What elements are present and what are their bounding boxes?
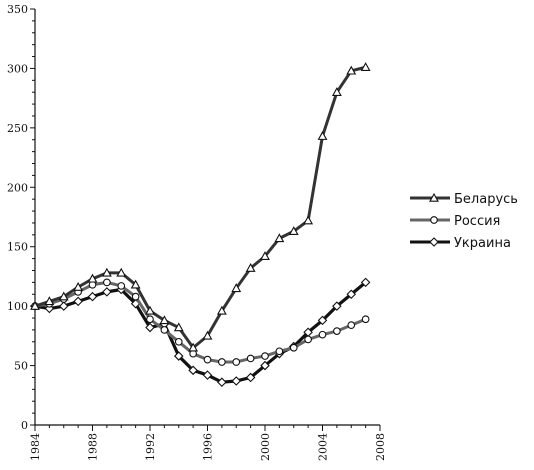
series-line (34, 281, 367, 384)
data-point-marker (58, 291, 69, 301)
data-point-marker (130, 279, 141, 289)
data-point-marker (73, 281, 84, 291)
data-point-marker (145, 305, 155, 315)
series-triangle (30, 62, 371, 352)
y-tick-label: 350 (7, 3, 28, 16)
data-point-marker (160, 326, 169, 334)
data-point-marker (260, 251, 270, 260)
data-point-marker (173, 322, 184, 332)
data-point-marker (117, 282, 126, 290)
data-point-marker (87, 273, 98, 283)
data-point-marker (58, 301, 69, 311)
series-layer (30, 62, 371, 387)
data-point-marker (202, 330, 213, 340)
y-tick-label: 0 (21, 419, 28, 432)
x-tick-label: 1988 (87, 433, 100, 461)
data-point-marker (304, 335, 312, 344)
data-point-marker (87, 291, 98, 302)
data-point-marker (317, 315, 328, 326)
data-point-marker (331, 87, 342, 96)
data-point-marker (217, 377, 227, 387)
legend-marker (430, 216, 438, 224)
data-point-marker (317, 131, 328, 140)
data-point-marker (216, 305, 227, 315)
x-tick-label: 2004 (317, 433, 330, 461)
legend: Беларусь Россия Украина (410, 192, 518, 251)
data-point-marker (159, 315, 170, 325)
legend-label: Беларусь (454, 192, 518, 207)
y-tick-label: 50 (14, 360, 28, 373)
data-point-marker (232, 358, 241, 366)
series-line (34, 65, 366, 350)
y-tick-label: 100 (7, 300, 28, 313)
data-point-marker (30, 301, 40, 310)
y-tick-label: 300 (7, 62, 28, 75)
data-point-marker (261, 352, 269, 360)
data-point-marker (246, 354, 255, 363)
series-line (34, 280, 367, 364)
data-point-marker (260, 360, 270, 371)
series-diamond (30, 277, 371, 387)
data-point-marker (289, 343, 298, 352)
data-point-marker (275, 347, 284, 356)
legend-marker (429, 237, 439, 247)
data-point-marker (245, 262, 256, 272)
x-tick-label: 1984 (29, 433, 42, 461)
data-point-marker (245, 372, 256, 383)
data-point-marker (274, 233, 285, 243)
legend-item: Украина (410, 236, 511, 251)
data-point-marker (145, 322, 155, 333)
data-point-marker (44, 296, 55, 306)
data-point-marker (218, 358, 226, 366)
axes: 0 50 100 150 200 250 300 350 1984 1988 1992 1996 200… (7, 3, 387, 461)
data-point-marker (346, 65, 357, 75)
data-point-marker (333, 327, 341, 335)
data-point-marker (73, 296, 83, 307)
data-point-marker (146, 315, 154, 324)
data-point-marker (303, 215, 314, 225)
data-point-marker (188, 342, 199, 352)
data-point-marker (361, 315, 370, 324)
data-point-marker (203, 355, 212, 364)
data-point-marker (347, 321, 356, 330)
x-tick-label: 1996 (202, 433, 215, 461)
data-point-marker (188, 365, 198, 376)
data-point-marker (102, 287, 112, 297)
data-point-marker (116, 267, 127, 277)
y-tick-label: 150 (7, 241, 28, 254)
legend-item: Беларусь (410, 192, 518, 207)
data-point-marker (332, 301, 342, 311)
x-tick-label: 2008 (374, 433, 387, 461)
data-point-marker (231, 376, 242, 386)
y-tick-label: 250 (7, 122, 28, 135)
data-point-marker (231, 283, 242, 293)
data-point-marker (202, 370, 213, 380)
legend-label: Россия (454, 214, 500, 229)
data-point-marker (103, 278, 111, 287)
legend-item: Россия (410, 214, 500, 229)
data-point-marker (360, 62, 371, 71)
data-point-marker (174, 337, 183, 346)
data-point-marker (131, 292, 140, 301)
y-tick-label: 200 (7, 181, 28, 194)
data-point-marker (360, 277, 371, 288)
data-point-marker (288, 226, 299, 236)
data-point-marker (318, 330, 327, 339)
legend-label: Украина (454, 236, 511, 251)
data-point-marker (173, 351, 184, 361)
x-tick-label: 2000 (259, 433, 272, 461)
data-point-marker (346, 289, 357, 300)
legend-marker (429, 192, 439, 202)
data-point-marker (101, 267, 112, 277)
x-tick-label: 1992 (144, 433, 157, 461)
